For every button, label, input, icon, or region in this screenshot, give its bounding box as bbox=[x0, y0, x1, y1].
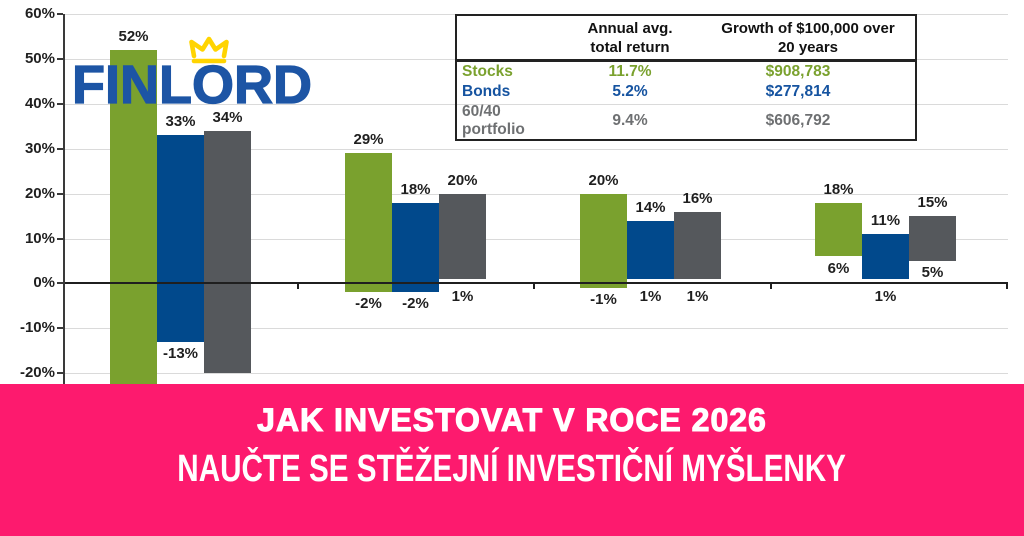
bar-high-label-stocks-group2: 29% bbox=[353, 131, 384, 149]
bar-60-40-portfolio-group1 bbox=[204, 130, 251, 374]
bonds-annual-return: 5.2% bbox=[612, 83, 648, 100]
y-axis-tick-label: 10% bbox=[24, 229, 55, 247]
y-axis-line bbox=[63, 14, 65, 384]
bar-low-label-stocks-group2: -2% bbox=[355, 295, 382, 313]
header-growth-line1: Growth of $100,000 over bbox=[721, 20, 895, 37]
bonds-label: Bonds bbox=[462, 83, 511, 100]
gridline-40% bbox=[63, 103, 1008, 105]
x-axis-line bbox=[63, 282, 1008, 285]
header-annual-return: Annual avg. total return bbox=[559, 15, 701, 61]
x-axis-tick-mark bbox=[1006, 283, 1008, 290]
bar-60-40-portfolio-group3 bbox=[674, 211, 721, 279]
stocks-label: Stocks bbox=[462, 62, 513, 80]
y-axis-tick-mark bbox=[57, 327, 63, 330]
bar-stocks-group1 bbox=[110, 49, 157, 384]
bar-low-label-bonds-group2: -2% bbox=[402, 295, 429, 313]
header-empty-cell bbox=[456, 15, 559, 61]
y-axis-tick-mark bbox=[57, 102, 63, 105]
banner-subtitle-text: NAUČTE SE STĚŽEJNÍ INVESTIČNÍ MYŠLENKY bbox=[177, 448, 847, 490]
bar-low-label-60-40-portfolio-group4: 5% bbox=[921, 264, 944, 281]
bar-high-label-bonds-group1: 33% bbox=[165, 113, 196, 131]
bar-60-40-portfolio-group4 bbox=[909, 216, 956, 261]
bonds-growth: $277,814 bbox=[765, 83, 831, 100]
promo-banner: JAK INVESTOVAT V ROCE 2026 NAUČTE SE STĚ… bbox=[0, 384, 1024, 536]
logo-text: FINLORD bbox=[71, 55, 312, 115]
y-axis-tick-label: 60% bbox=[24, 5, 55, 22]
stocks-annual-return: 11.7% bbox=[608, 62, 652, 80]
bar-bonds-group2 bbox=[392, 202, 439, 293]
table-row-1: Bonds 5.2% $277,814 bbox=[456, 82, 916, 103]
bar-high-label-60-40-portfolio-group3: 16% bbox=[682, 189, 713, 207]
portfolio-6040-growth: $606,792 bbox=[765, 111, 831, 129]
bar-high-label-60-40-portfolio-group2: 20% bbox=[447, 171, 478, 189]
table-row-2: 60/40 portfolio 9.4% $606,792 bbox=[456, 103, 916, 140]
y-axis-tick-mark bbox=[57, 282, 63, 285]
x-axis-tick-mark bbox=[297, 283, 299, 290]
bar-high-label-bonds-group2: 18% bbox=[400, 180, 431, 198]
y-axis-tick-label: 0% bbox=[33, 274, 55, 292]
y-axis-tick-mark bbox=[57, 237, 63, 240]
portfolio-6040-annual-return: 9.4% bbox=[612, 111, 648, 129]
portfolio-6040-label: 60/40 portfolio bbox=[462, 102, 525, 138]
bar-low-label-bonds-group3: 1% bbox=[639, 288, 662, 306]
bar-low-label-60-40-portfolio-group3: 1% bbox=[686, 288, 709, 306]
finlord-logo: FINLORD bbox=[71, 36, 332, 118]
bar-bonds-group4 bbox=[862, 234, 909, 279]
stocks-growth: $908,783 bbox=[765, 62, 831, 80]
gridline-20% bbox=[63, 193, 1008, 195]
y-axis-tick-mark bbox=[57, 57, 63, 60]
bar-high-label-stocks-group3: 20% bbox=[588, 171, 619, 189]
bar-high-label-stocks-group4: 18% bbox=[823, 180, 854, 198]
y-axis-tick-mark bbox=[57, 147, 63, 150]
bar-low-label-stocks-group4: 6% bbox=[827, 259, 850, 277]
bar-low-label-stocks-group3: -1% bbox=[590, 290, 617, 308]
y-axis-tick-label: 50% bbox=[24, 49, 55, 67]
header-annual-line1: Annual avg. bbox=[587, 20, 673, 37]
y-axis-tick-label: 40% bbox=[24, 94, 55, 112]
header-annual-line2: total return bbox=[590, 39, 670, 56]
y-axis-tick-mark bbox=[57, 372, 63, 375]
summary-table-header-row: Annual avg. total return Growth of $100,… bbox=[456, 15, 916, 61]
gridline-50% bbox=[63, 58, 1008, 60]
summary-table: Annual avg. total return Growth of $100,… bbox=[455, 14, 917, 141]
bar-stocks-group4 bbox=[815, 202, 862, 257]
bar-high-label-stocks-group1: 52% bbox=[118, 27, 149, 45]
bar-high-label-bonds-group4: 11% bbox=[870, 212, 901, 229]
y-axis-tick-label: -10% bbox=[19, 319, 55, 337]
returns-range-chart: 60% 50% 40% 30% 20% 10% 0% -10% -20% 52% 33% -13% 34… bbox=[19, 5, 1008, 384]
header-growth-line2: 20 years bbox=[777, 39, 839, 56]
bar-bonds-group1 bbox=[157, 135, 204, 342]
gridline--20% bbox=[63, 373, 1008, 375]
gridline--10% bbox=[63, 328, 1008, 330]
x-axis-tick-mark bbox=[533, 283, 535, 290]
banner-subtitle: NAUČTE SE STĚŽEJNÍ INVESTIČNÍ MYŠLENKY bbox=[0, 448, 1024, 491]
banner-title: JAK INVESTOVAT V ROCE 2026 bbox=[257, 401, 767, 438]
bar-bonds-group3 bbox=[627, 220, 674, 279]
y-axis-tick-mark bbox=[57, 13, 63, 15]
header-growth: Growth of $100,000 over 20 years bbox=[701, 15, 916, 61]
y-axis-tick-label: -20% bbox=[19, 364, 55, 382]
x-axis-tick-mark bbox=[770, 283, 772, 290]
bar-stocks-group3 bbox=[580, 193, 627, 288]
gridline-10% bbox=[63, 238, 1008, 240]
y-axis-tick-label: 20% bbox=[24, 184, 55, 202]
gridline-30% bbox=[63, 148, 1008, 150]
bar-stocks-group2 bbox=[345, 153, 392, 293]
bar-high-label-bonds-group3: 14% bbox=[635, 198, 666, 216]
bar-low-label-60-40-portfolio-group2: 1% bbox=[451, 288, 474, 306]
table-row-0: Stocks 11.7% $908,783 bbox=[456, 61, 916, 82]
crown-icon bbox=[189, 36, 229, 64]
y-axis-tick-mark bbox=[57, 192, 63, 195]
bar-high-label-60-40-portfolio-group4: 15% bbox=[917, 194, 948, 212]
y-axis-tick-label: 30% bbox=[24, 139, 55, 157]
bar-low-label-bonds-group1: -13% bbox=[162, 344, 199, 362]
bar-low-label-bonds-group4: 1% bbox=[874, 288, 897, 306]
bar-60-40-portfolio-group2 bbox=[439, 193, 486, 279]
bar-high-label-60-40-portfolio-group1: 34% bbox=[212, 108, 243, 126]
